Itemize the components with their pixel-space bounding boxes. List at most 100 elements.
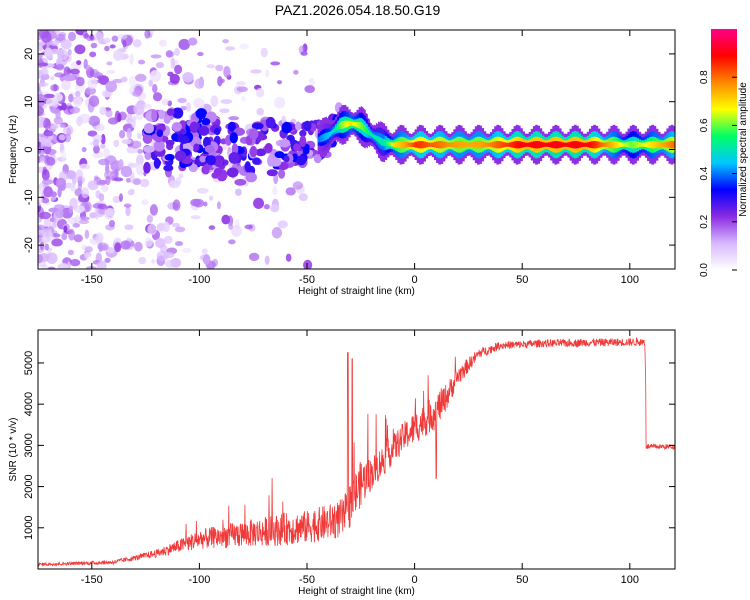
noise-blob <box>136 163 145 176</box>
ridge-band-layer-3 <box>442 141 446 148</box>
cluster-blob <box>172 107 184 119</box>
cluster-blob <box>201 118 211 126</box>
ridge-band-layer-3 <box>601 142 605 147</box>
noise-blob <box>42 166 47 175</box>
noise-blob <box>61 79 71 91</box>
noise-blob <box>68 205 74 214</box>
noise-blob <box>71 174 77 186</box>
noise-blob <box>169 73 180 84</box>
noise-blob <box>39 211 51 220</box>
noise-blob <box>138 59 146 65</box>
noise-blob <box>40 142 47 147</box>
ridge-band-layer-3 <box>599 142 603 148</box>
ridge-band-layer-3 <box>356 121 360 128</box>
ridge-band-layer-3 <box>397 141 401 149</box>
cluster-blob <box>283 155 290 163</box>
noise-blob <box>178 38 191 51</box>
noise-blob <box>149 204 158 216</box>
noise-blob <box>38 105 44 117</box>
ridge-band-layer-3 <box>634 141 637 149</box>
noise-blob <box>58 134 66 141</box>
spectrogram-ytick-label: -20 <box>23 237 35 253</box>
ridge-band-layer-3 <box>576 141 579 149</box>
cluster-blob <box>255 148 267 157</box>
noise-blob <box>93 31 104 42</box>
ridge-band-layer-3 <box>464 142 467 148</box>
ridge-band-layer-3 <box>535 140 538 149</box>
ridge-band-layer-3 <box>405 142 409 148</box>
ridge-band-layer-3 <box>569 141 573 148</box>
ridge-band-layer-3 <box>485 142 489 147</box>
noise-blob <box>208 225 216 230</box>
cluster-blob <box>174 150 187 162</box>
noise-blob <box>46 252 58 265</box>
noise-blob <box>38 82 49 87</box>
noise-blob <box>163 251 175 259</box>
ridge-band-layer-3 <box>642 142 646 147</box>
noise-blob <box>135 73 147 82</box>
ridge-band-layer-3 <box>573 140 577 149</box>
noise-blob <box>150 54 162 59</box>
cluster-blob <box>252 157 261 165</box>
noise-blob <box>74 90 81 98</box>
noise-blob <box>39 156 46 163</box>
cluster-blob <box>245 172 257 183</box>
cluster-blob <box>278 161 289 171</box>
noise-blob <box>129 53 134 65</box>
noise-blob <box>124 224 134 231</box>
colorbar: 0.0 0.2 0.4 0.6 0.8 Normalized spectral ampli… <box>699 29 749 277</box>
noise-blob <box>228 116 240 121</box>
ridge-band-layer-3 <box>472 141 476 148</box>
ridge-band-layer-3 <box>403 141 407 148</box>
noise-blob <box>67 31 77 42</box>
cluster-blob <box>189 121 199 133</box>
ridge-band-layer-3 <box>584 142 588 147</box>
cluster-blob <box>198 125 210 136</box>
noise-blob <box>55 33 66 42</box>
noise-blob <box>125 117 134 123</box>
snr-frame <box>37 329 676 570</box>
noise-blob <box>41 66 48 77</box>
cluster-blob <box>188 163 198 173</box>
noise-blob <box>144 30 151 39</box>
ridge-band-layer-3 <box>483 142 487 148</box>
noise-blob <box>253 197 265 209</box>
ridge-band-layer-3 <box>418 141 422 149</box>
ridge-band-layer-3 <box>662 142 665 147</box>
cluster-blob <box>264 142 273 153</box>
cluster-blob <box>228 151 240 164</box>
ridge-band-layer-3 <box>502 142 506 148</box>
ridge-band-layer-3 <box>416 141 420 149</box>
cluster-blob <box>153 140 165 152</box>
ridge-band-layer-3 <box>373 134 377 141</box>
snr-ytick-label: 4000 <box>23 392 35 416</box>
spectrogram-xtick-label: 0 <box>412 274 418 286</box>
noise-blob <box>68 93 74 103</box>
ridge-band-layer-3 <box>367 128 371 136</box>
noise-blob <box>216 201 221 210</box>
noise-blob <box>111 35 119 42</box>
noise-blob <box>100 133 106 145</box>
noise-blob <box>104 209 114 220</box>
noise-blob <box>139 178 150 188</box>
ridge-band-layer-3 <box>388 141 392 147</box>
cluster-blob <box>274 151 285 159</box>
ridge-band-layer-3 <box>513 141 517 149</box>
figure-title: PAZ1.2026.054.18.50.G19 <box>274 2 441 18</box>
noise-blob <box>100 143 106 149</box>
noise-blob <box>38 137 48 142</box>
noise-blob <box>277 220 288 229</box>
ridge-band-layer-3 <box>597 141 601 148</box>
noise-blob <box>285 253 292 262</box>
noise-blob <box>105 80 118 93</box>
noise-blob <box>274 96 286 109</box>
ridge-band-layer-3 <box>552 141 556 149</box>
noise-blob <box>84 33 90 39</box>
ridge-band-layer-3 <box>563 142 566 147</box>
noise-blob <box>152 92 163 102</box>
cluster-blob <box>144 151 151 160</box>
noise-blob <box>92 138 100 148</box>
noise-blob <box>41 197 50 204</box>
snr-ytick-label: 2000 <box>23 474 35 498</box>
ridge-band-layer-3 <box>653 141 657 149</box>
